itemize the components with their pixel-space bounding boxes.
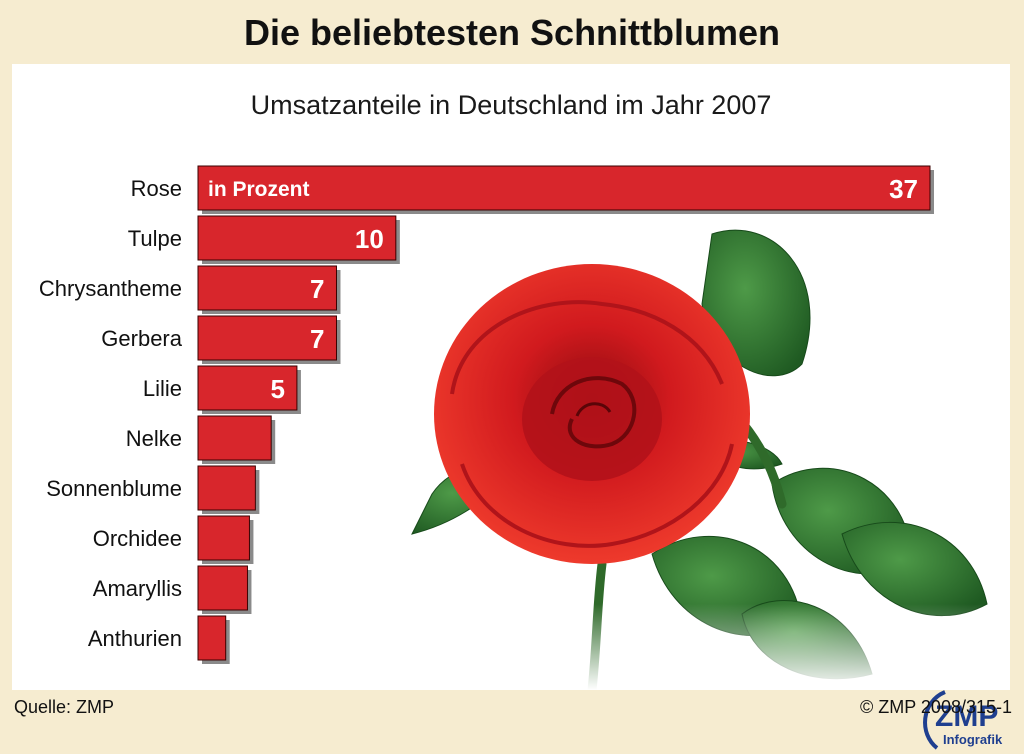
bar-nelke bbox=[197, 415, 272, 461]
category-label: Lilie bbox=[143, 376, 182, 401]
bar-orchidee bbox=[197, 515, 250, 561]
rose-illustration bbox=[411, 229, 1010, 690]
rose-blossom bbox=[434, 264, 750, 564]
bar-chart: Rose 37 in Prozent Tulpe 10 Chrysantheme 7 Gerb… bbox=[39, 165, 1010, 690]
logo-sub-text: Infografik bbox=[943, 732, 1003, 747]
chart-panel: Umsatzanteile in Deutschland im Jahr 200… bbox=[12, 64, 1010, 750]
data-label: 7 bbox=[310, 274, 324, 304]
category-label: Gerbera bbox=[101, 326, 182, 351]
source-note: Quelle: ZMP bbox=[14, 697, 115, 717]
bar-tulpe bbox=[197, 215, 397, 261]
bars: Rose 37 in Prozent Tulpe 10 Chrysantheme 7 Gerb… bbox=[39, 165, 934, 664]
unit-label: in Prozent bbox=[208, 178, 310, 201]
bar-gerbera bbox=[197, 315, 337, 361]
data-label: 37 bbox=[889, 174, 918, 204]
bar-lilie bbox=[197, 365, 298, 411]
bar-rose bbox=[197, 165, 931, 211]
data-label: 10 bbox=[355, 224, 384, 254]
bar-sonnenblume bbox=[197, 465, 256, 511]
category-label: Anthurien bbox=[88, 626, 182, 651]
zmp-logo: ZMP Infografik bbox=[923, 690, 1003, 750]
bar-amaryllis bbox=[197, 565, 248, 611]
category-label: Chrysantheme bbox=[39, 276, 182, 301]
category-label: Amaryllis bbox=[93, 576, 182, 601]
category-label: Sonnenblume bbox=[46, 476, 182, 501]
category-label: Tulpe bbox=[128, 226, 182, 251]
chart-title: Die beliebtesten Schnittblumen bbox=[243, 12, 781, 53]
category-label: Rose bbox=[131, 176, 182, 201]
category-label: Orchidee bbox=[93, 526, 182, 551]
bar-chrysantheme bbox=[197, 265, 337, 311]
data-label: 5 bbox=[270, 374, 284, 404]
data-label: 7 bbox=[310, 324, 324, 354]
category-label: Nelke bbox=[126, 426, 182, 451]
bar-anthurien bbox=[197, 615, 227, 661]
chart-subtitle: Umsatzanteile in Deutschland im Jahr 200… bbox=[250, 90, 772, 120]
copyright-note: © ZMP 2008/315-1 bbox=[859, 697, 1012, 717]
